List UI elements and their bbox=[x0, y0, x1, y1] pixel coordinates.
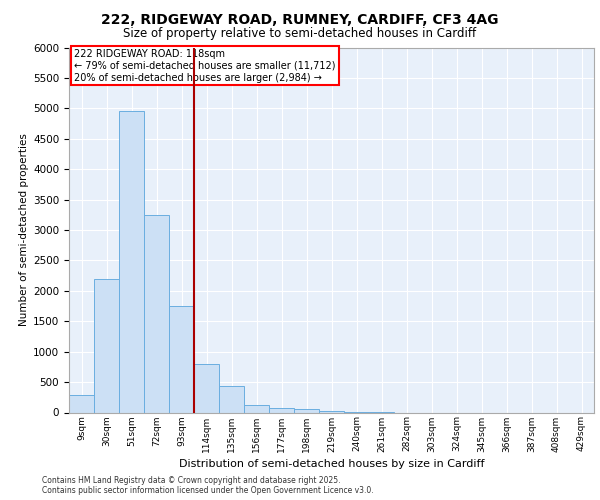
Text: 222 RIDGEWAY ROAD: 118sqm
← 79% of semi-detached houses are smaller (11,712)
20%: 222 RIDGEWAY ROAD: 118sqm ← 79% of semi-… bbox=[74, 50, 336, 82]
Bar bbox=[119, 112, 144, 412]
Bar bbox=[244, 405, 269, 412]
Bar bbox=[69, 396, 94, 412]
Bar bbox=[319, 410, 344, 412]
Text: Size of property relative to semi-detached houses in Cardiff: Size of property relative to semi-detach… bbox=[124, 28, 476, 40]
Y-axis label: Number of semi-detached properties: Number of semi-detached properties bbox=[19, 134, 29, 326]
Bar bbox=[219, 386, 244, 412]
Bar bbox=[169, 306, 194, 412]
Bar bbox=[269, 408, 294, 412]
X-axis label: Distribution of semi-detached houses by size in Cardiff: Distribution of semi-detached houses by … bbox=[179, 458, 484, 468]
Text: Contains HM Land Registry data © Crown copyright and database right 2025.
Contai: Contains HM Land Registry data © Crown c… bbox=[42, 476, 374, 495]
Bar bbox=[194, 364, 219, 412]
Text: 222, RIDGEWAY ROAD, RUMNEY, CARDIFF, CF3 4AG: 222, RIDGEWAY ROAD, RUMNEY, CARDIFF, CF3… bbox=[101, 12, 499, 26]
Bar bbox=[294, 410, 319, 412]
Bar bbox=[144, 215, 169, 412]
Bar bbox=[94, 278, 119, 412]
